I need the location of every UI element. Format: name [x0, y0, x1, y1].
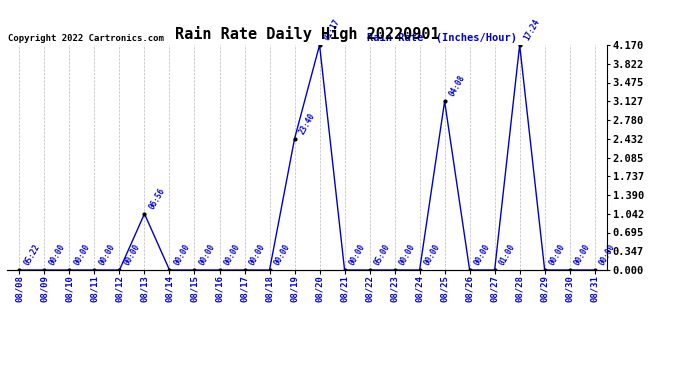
Text: 00:00: 00:00 [48, 242, 67, 267]
Text: 01:17: 01:17 [322, 17, 342, 42]
Text: 00:00: 00:00 [172, 242, 192, 267]
Text: 00:00: 00:00 [122, 242, 142, 267]
Text: 01:00: 01:00 [497, 242, 517, 267]
Text: Copyright 2022 Cartronics.com: Copyright 2022 Cartronics.com [8, 34, 164, 43]
Text: 06:56: 06:56 [148, 186, 167, 210]
Text: 23:40: 23:40 [297, 111, 317, 135]
Text: 04:08: 04:08 [448, 74, 467, 98]
Text: 00:00: 00:00 [197, 242, 217, 267]
Text: 00:00: 00:00 [72, 242, 92, 267]
Text: Rain Rate  (Inches/Hour): Rain Rate (Inches/Hour) [367, 33, 517, 43]
Text: 17:24: 17:24 [522, 17, 542, 42]
Text: 00:00: 00:00 [473, 242, 492, 267]
Text: 00:00: 00:00 [573, 242, 592, 267]
Text: 00:00: 00:00 [273, 242, 292, 267]
Text: 00:00: 00:00 [422, 242, 442, 267]
Text: 00:00: 00:00 [598, 242, 617, 267]
Text: 00:00: 00:00 [348, 242, 367, 267]
Text: 05:00: 05:00 [373, 242, 392, 267]
Text: 00:00: 00:00 [97, 242, 117, 267]
Text: 00:00: 00:00 [548, 242, 567, 267]
Text: 05:22: 05:22 [22, 242, 42, 267]
Text: 00:00: 00:00 [222, 242, 242, 267]
Title: Rain Rate Daily High 20220901: Rain Rate Daily High 20220901 [175, 27, 440, 42]
Text: 00:00: 00:00 [397, 242, 417, 267]
Text: 00:00: 00:00 [248, 242, 267, 267]
